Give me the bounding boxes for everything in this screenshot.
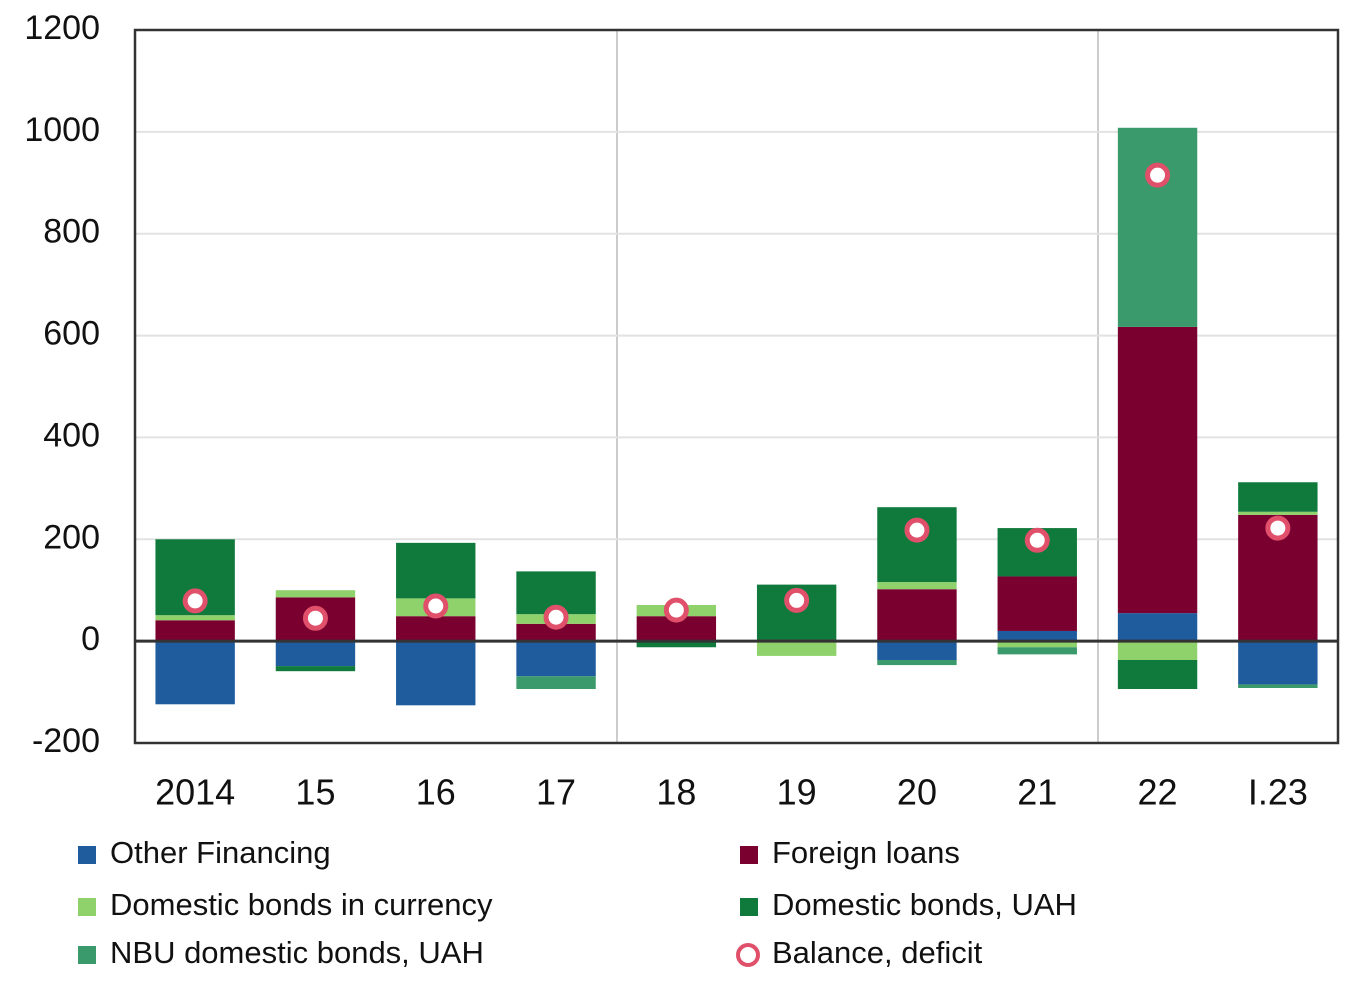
balance-marker	[423, 593, 449, 619]
y-tick-label: 600	[43, 315, 100, 353]
legend-label: Balance, deficit	[772, 935, 983, 970]
bar-segment	[1238, 482, 1318, 512]
bar-segment	[516, 623, 596, 642]
bar-segment	[1117, 326, 1198, 614]
bar-segment	[877, 582, 957, 590]
x-tick-label: 15	[295, 772, 335, 813]
bar-segment	[997, 630, 1077, 642]
bar-segment	[155, 641, 235, 705]
x-tick-label: 21	[1017, 772, 1057, 813]
legend-swatch	[740, 846, 758, 864]
bar-segment	[516, 676, 596, 690]
legend-swatch	[736, 943, 760, 967]
balance-marker	[543, 604, 569, 630]
bar-segment	[636, 641, 717, 648]
bar-segment	[275, 641, 356, 667]
bar-segment	[1117, 127, 1198, 327]
legend-swatch	[78, 846, 96, 864]
legend-label: Domestic bonds, UAH	[772, 887, 1077, 922]
bar-segment	[1238, 641, 1318, 685]
bar-segment	[877, 659, 957, 666]
legend-label: Foreign loans	[772, 835, 960, 870]
balance-marker	[1145, 162, 1171, 188]
bar-segment	[155, 615, 235, 621]
y-tick-label: 1000	[24, 111, 100, 149]
legend-swatch	[78, 946, 96, 964]
bar-segment	[1238, 511, 1318, 515]
bar-segment	[1117, 613, 1198, 642]
bar-segment	[877, 641, 957, 660]
x-tick-label: 18	[656, 772, 696, 813]
bar-segment	[275, 590, 356, 598]
y-tick-label: 0	[81, 620, 100, 658]
x-tick-label: 19	[777, 772, 817, 813]
legend-swatch	[740, 898, 758, 916]
legend-swatch	[78, 898, 96, 916]
balance-marker	[1024, 527, 1050, 553]
y-tick-label: -200	[32, 722, 100, 760]
bar-segment	[1238, 684, 1318, 688]
legend-label: NBU domestic bonds, UAH	[110, 935, 484, 970]
bar-segment	[997, 641, 1077, 648]
x-tick-label: 17	[536, 772, 576, 813]
bar-segment	[516, 641, 596, 677]
balance-marker	[1265, 515, 1291, 541]
legend-label: Other Financing	[110, 835, 331, 870]
bar-segment	[155, 620, 235, 642]
bar-segment	[1117, 641, 1198, 660]
bar-segment	[396, 641, 476, 706]
x-tick-label: I.23	[1248, 772, 1308, 813]
bar-segment	[997, 647, 1077, 655]
bar-segment	[877, 589, 957, 642]
balance-marker	[904, 517, 930, 543]
bar-segment	[1117, 659, 1198, 690]
x-tick-label: 2014	[155, 772, 235, 813]
x-tick-label: 22	[1138, 772, 1178, 813]
x-tick-label: 16	[416, 772, 456, 813]
balance-marker	[182, 588, 208, 614]
bar-segment	[396, 616, 476, 642]
bar-segment	[275, 666, 356, 672]
y-tick-label: 800	[43, 213, 100, 251]
x-tick-label: 20	[897, 772, 937, 813]
plot-frame	[133, 28, 1340, 745]
y-tick-label: 400	[43, 416, 100, 454]
bar-segment	[396, 542, 476, 599]
balance-marker	[784, 587, 810, 613]
balance-marker	[302, 605, 328, 631]
balance-marker	[663, 597, 689, 623]
bar-segment	[997, 576, 1077, 631]
legend-label: Domestic bonds in currency	[110, 887, 493, 922]
bar-segment	[756, 641, 837, 656]
y-tick-label: 200	[43, 518, 100, 556]
y-tick-label: 1200	[24, 9, 100, 47]
